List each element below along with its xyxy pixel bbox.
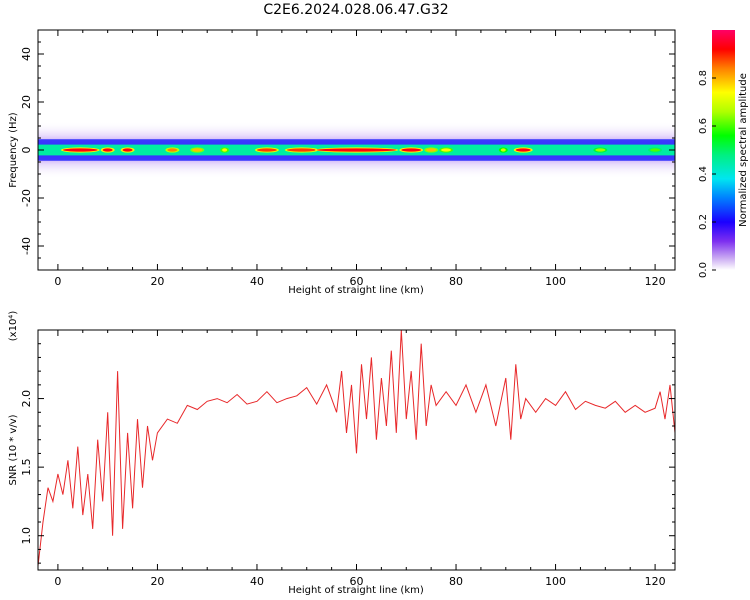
colorbar-tick-label: 0.8	[698, 70, 709, 86]
band-peak	[122, 148, 133, 152]
x-tick-label: 20	[150, 275, 164, 288]
snr-series-line	[38, 330, 675, 566]
snr-y-scale-label: (x10⁴)	[8, 311, 19, 342]
x-tick-label: 20	[150, 575, 164, 588]
colorbar-label: Normalized spectral amplitude	[738, 73, 749, 227]
x-tick-label: 120	[645, 275, 666, 288]
colorbar: 0.0 0.2 0.4 0.6 0.8 Normalized spectral ampl…	[698, 30, 749, 278]
y-tick-label: 0	[20, 147, 33, 154]
x-tick-label: 100	[545, 575, 566, 588]
colorbar-tick-label: 0.4	[698, 166, 709, 182]
y-tick-label: -20	[20, 189, 33, 207]
band-peak	[167, 148, 178, 152]
band-peak	[192, 148, 203, 152]
band-peak	[102, 148, 113, 152]
x-tick-label: 100	[545, 275, 566, 288]
colorbar-tick-label: 0.2	[698, 214, 709, 230]
figure-title: C2E6.2024.028.06.47.G32	[263, 2, 448, 18]
x-tick-label: 0	[54, 275, 61, 288]
colorbar-gradient	[712, 30, 735, 270]
band-peak	[401, 148, 422, 152]
x-tick-label: 60	[350, 275, 364, 288]
x-tick-label: 80	[449, 275, 463, 288]
snr-panel: 0 20 40 60 80 100 120 1.0 1.5 2.0 Height of stra…	[8, 311, 676, 596]
band-peak	[426, 148, 437, 152]
band-peak	[650, 148, 661, 152]
band-peak	[515, 148, 531, 152]
x-tick-label: 40	[250, 275, 264, 288]
band-peak	[62, 148, 98, 152]
band-peak	[316, 148, 397, 152]
y-tick-label: 2.0	[20, 390, 33, 408]
x-tick-label: 60	[350, 575, 364, 588]
snr-y-axis-label: SNR (10 * v/v)	[8, 414, 19, 485]
x-tick-label: 0	[54, 575, 61, 588]
spectrogram-panel: 0 20 40 60 80 100 120 -40 -20 0 20 40 Height of st…	[8, 29, 676, 296]
x-tick-label: 40	[250, 575, 264, 588]
band-peak	[286, 148, 317, 152]
y-tick-label: 1.5	[20, 458, 33, 476]
spectrogram-y-ticks: -40 -20 0 20 40	[20, 29, 675, 271]
spectrogram-band	[38, 121, 675, 179]
y-tick-label: 20	[20, 95, 33, 109]
band-peak	[222, 148, 228, 152]
band-peak	[595, 148, 606, 152]
band-peak	[256, 148, 277, 152]
colorbar-tick-label: 0.0	[698, 262, 709, 278]
spectrogram-y-axis-label: Frequency (Hz)	[8, 112, 19, 188]
y-tick-label: -40	[20, 237, 33, 255]
y-tick-label: 1.0	[20, 527, 33, 545]
snr-plot-area	[38, 330, 675, 566]
spectrogram-x-ticks: 0 20 40 60 80 100 120	[54, 30, 666, 288]
snr-x-axis-label: Height of straight line (km)	[288, 585, 424, 596]
band-peak	[500, 148, 506, 152]
x-tick-label: 120	[645, 575, 666, 588]
x-tick-label: 80	[449, 575, 463, 588]
snr-x-ticks: 0 20 40 60 80 100 120	[54, 330, 666, 588]
y-tick-label: 40	[20, 47, 33, 61]
colorbar-ticks: 0.0 0.2 0.4 0.6 0.8	[698, 70, 716, 278]
spectrogram-x-axis-label: Height of straight line (km)	[288, 285, 424, 296]
snr-y-ticks: 1.0 1.5 2.0	[20, 329, 675, 564]
colorbar-tick-label: 0.6	[698, 118, 709, 134]
band-peak	[441, 148, 452, 152]
